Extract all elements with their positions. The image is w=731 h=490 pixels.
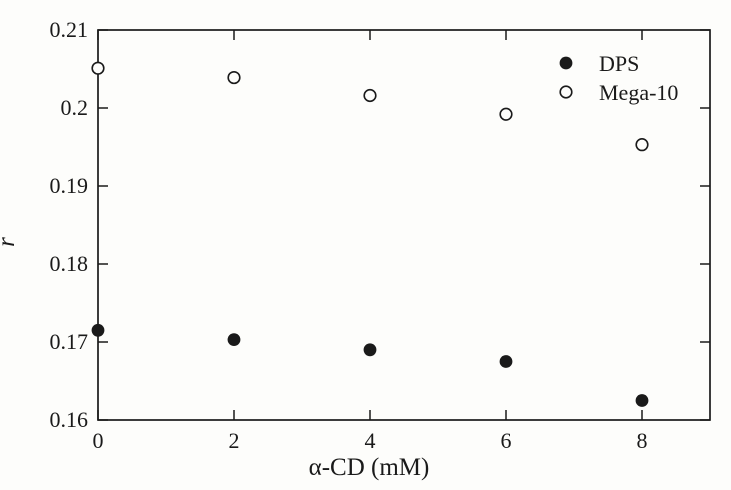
x-axis-label: α-CD (mM): [309, 454, 430, 481]
y-tick-label: 0.19: [50, 173, 89, 198]
legend-marker-filled-circle: [559, 56, 573, 70]
y-axis-label: r: [0, 237, 20, 247]
legend-label: DPS: [599, 51, 639, 76]
y-tick-label: 0.21: [50, 17, 89, 42]
data-point-dps: [363, 343, 377, 357]
data-point-mega-10: [363, 88, 377, 103]
y-tick-label: 0.18: [50, 251, 89, 276]
y-tick-label: 0.2: [61, 95, 89, 120]
data-point-dps: [499, 355, 513, 368]
data-point-mega-10: [499, 107, 513, 121]
data-point-dps: [91, 323, 105, 337]
y-tick-label: 0.17: [50, 329, 89, 354]
y-tick-label: 0.16: [50, 407, 89, 432]
x-tick-label: 6: [501, 428, 512, 453]
x-tick-label: 8: [637, 428, 648, 453]
x-tick-label: 0: [93, 428, 104, 453]
data-point-mega-10: [635, 138, 649, 152]
data-point-dps: [227, 333, 241, 347]
data-point-mega-10: [227, 70, 241, 85]
legend-marker-open-circle: [559, 85, 573, 99]
data-point-dps: [635, 394, 649, 407]
x-tick-label: 2: [229, 428, 240, 453]
x-tick-label: 4: [365, 428, 376, 453]
data-point-mega-10: [91, 61, 105, 75]
plot-frame: [97, 29, 711, 421]
legend-label: Mega-10: [599, 80, 678, 105]
